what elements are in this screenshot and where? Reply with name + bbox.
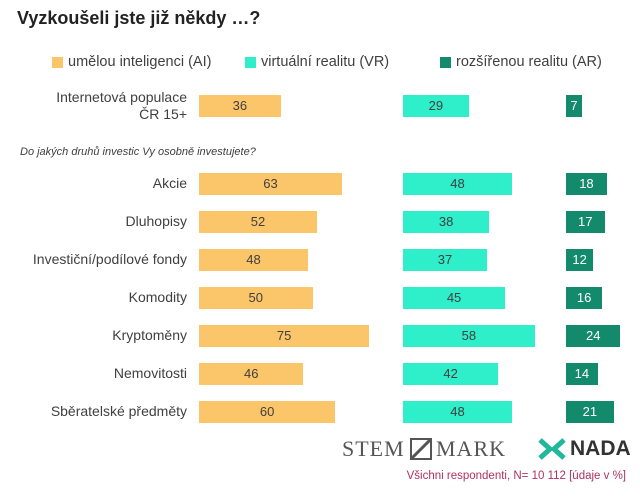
value-label: 24 <box>586 328 601 343</box>
value-label: 50 <box>248 290 263 305</box>
bar <box>566 287 603 309</box>
bar <box>403 363 499 385</box>
legend-label: rozšířenou realitu (AR) <box>456 54 602 70</box>
bar <box>403 325 535 347</box>
bar <box>403 287 506 309</box>
value-label: 58 <box>461 328 477 343</box>
bar <box>199 95 281 117</box>
category-label: Sběratelské předměty <box>50 403 187 419</box>
bar <box>199 287 313 309</box>
bar <box>403 95 469 117</box>
value-label: 38 <box>438 214 454 229</box>
category-label: Nemovitosti <box>113 365 187 381</box>
value-label: 37 <box>437 252 453 267</box>
bar <box>403 173 512 195</box>
bar <box>566 211 605 233</box>
bar <box>403 401 512 423</box>
value-label: 7 <box>570 98 578 113</box>
value-label: 29 <box>428 98 444 113</box>
value-label: 36 <box>232 98 248 113</box>
value-label: 63 <box>263 176 278 191</box>
category-label: Investiční/podílové fondy <box>32 251 187 267</box>
logo-nada: NADA <box>570 437 631 460</box>
category-label: Komodity <box>128 289 187 305</box>
bar <box>199 401 336 423</box>
value-label: 17 <box>578 214 593 229</box>
group-label: Do jakých druhů investic Vy osobně inves… <box>20 146 256 158</box>
logo-mark: MARK <box>436 436 507 461</box>
legend-swatch <box>52 57 63 68</box>
chart-title: Vyzkoušeli jste již někdy …? <box>17 8 261 28</box>
value-label: 52 <box>250 214 266 229</box>
category-label: Kryptoměny <box>112 327 187 343</box>
bar <box>199 211 318 233</box>
legend-label: virtuální realitu (VR) <box>261 54 390 70</box>
value-label: 14 <box>574 366 590 381</box>
logo-stem: STEM <box>342 436 405 461</box>
value-label: 60 <box>259 404 275 419</box>
legend-swatch <box>245 57 256 68</box>
bar <box>566 325 621 347</box>
category-label: Dluhopisy <box>125 213 187 229</box>
value-label: 48 <box>450 176 465 191</box>
value-label: 42 <box>443 366 458 381</box>
bar <box>199 325 370 347</box>
category-label: Akcie <box>152 175 187 191</box>
bar <box>199 173 342 195</box>
value-label: 48 <box>246 252 261 267</box>
bar <box>403 211 490 233</box>
value-label: 18 <box>579 176 594 191</box>
bar <box>566 95 582 117</box>
bar <box>199 249 308 271</box>
value-label: 21 <box>582 404 598 419</box>
value-label: 45 <box>446 290 462 305</box>
value-label: 48 <box>450 404 465 419</box>
bar <box>403 249 487 271</box>
footnote: Všichni respondenti, N= 10 112 [údaje v … <box>406 470 626 482</box>
bar <box>566 249 594 271</box>
value-label: 75 <box>276 328 292 343</box>
logo-nada-icon <box>538 438 566 460</box>
legend-swatch <box>440 57 451 68</box>
legend-label: umělou inteligenci (AI) <box>68 54 212 70</box>
value-label: 16 <box>576 290 592 305</box>
bar <box>566 401 614 423</box>
bar <box>199 363 304 385</box>
value-label: 12 <box>572 252 587 267</box>
category-label: Internetová populace ČR 15+ <box>56 89 187 122</box>
bar <box>566 173 607 195</box>
value-label: 46 <box>243 366 259 381</box>
bar <box>566 363 598 385</box>
logo-icon <box>410 438 432 460</box>
